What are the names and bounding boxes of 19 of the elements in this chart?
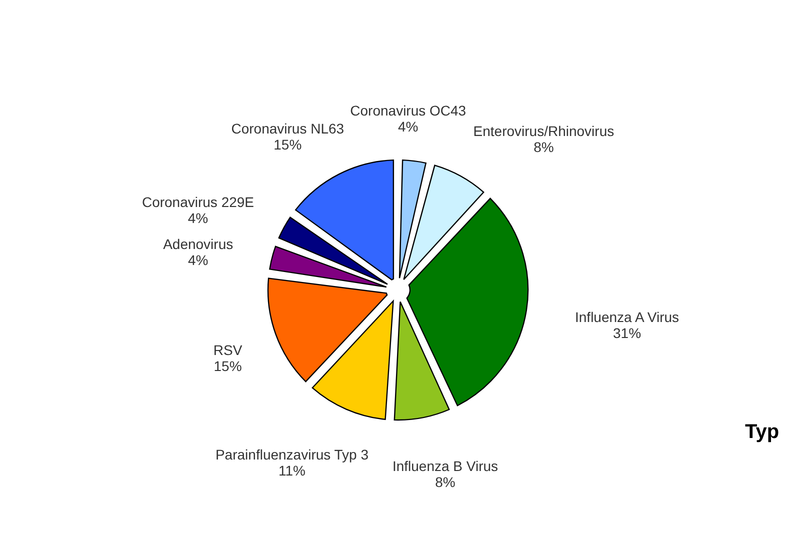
slice-label: Influenza A Virus — [575, 309, 680, 326]
slice-label: RSV — [213, 342, 243, 358]
slice-label: Influenza B Virus — [392, 458, 498, 474]
slice-label: Coronavirus OC43 — [350, 102, 466, 118]
data-label: 4% — [398, 118, 418, 134]
slice-label: Enterovirus/Rhinovirus — [473, 123, 614, 140]
data-label: 31% — [613, 325, 642, 342]
data-label: 8% — [435, 474, 456, 490]
data-label: 4% — [188, 252, 208, 268]
data-label: 15% — [214, 358, 242, 374]
text: Typ — [745, 421, 780, 443]
data-label: 11% — [278, 462, 306, 478]
slice-label: Parainfluenzavirus Typ 3 — [215, 446, 369, 462]
slice-label: Coronavirus 229E — [142, 194, 254, 210]
data-label: 15% — [274, 136, 302, 153]
data-label: 4% — [188, 210, 208, 226]
slice-label: Adenovirus — [163, 236, 234, 252]
slice-label: Coronavirus NL63 — [231, 120, 344, 137]
data-label: 8% — [534, 139, 554, 156]
